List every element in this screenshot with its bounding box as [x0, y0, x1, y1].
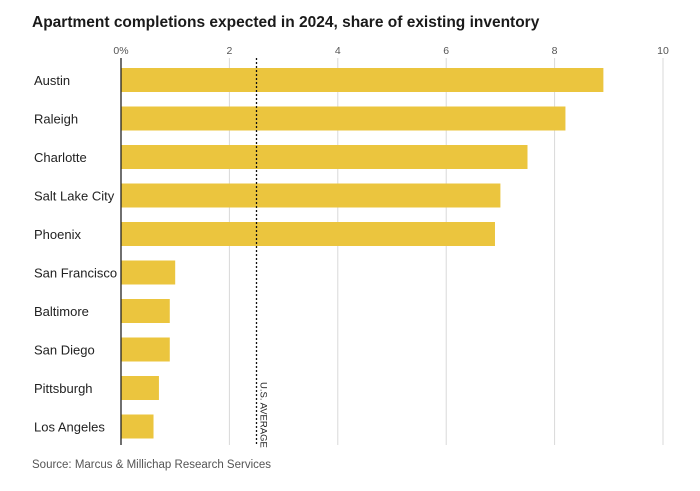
x-tick-label: 10 — [657, 45, 669, 57]
category-label: Salt Lake City — [34, 189, 115, 204]
gridlines — [228, 58, 664, 445]
bar — [121, 414, 154, 439]
category-label: Austin — [34, 73, 70, 88]
bar — [121, 106, 566, 131]
bar — [121, 222, 495, 246]
bar — [121, 183, 501, 208]
category-label: Los Angeles — [34, 420, 105, 435]
bar — [121, 145, 528, 169]
x-tick-label: 8 — [552, 45, 558, 57]
x-tick-label: 4 — [335, 45, 341, 57]
reference-line-group: U.S. AVERAGE — [255, 58, 269, 448]
bars — [121, 68, 604, 439]
bar — [121, 376, 159, 400]
category-label: San Francisco — [34, 266, 117, 281]
category-label: Baltimore — [34, 304, 89, 319]
reference-line-label: U.S. AVERAGE — [258, 382, 269, 448]
category-label: Pittsburgh — [34, 381, 93, 396]
x-tick-label: 0% — [113, 45, 128, 57]
category-label: Charlotte — [34, 150, 87, 165]
x-axis-ticks: 0% 2 4 6 8 10 — [113, 45, 669, 57]
category-label: Phoenix — [34, 227, 81, 242]
x-tick-label: 2 — [226, 45, 232, 57]
source-note: Source: Marcus & Millichap Research Serv… — [32, 459, 272, 471]
category-label: San Diego — [34, 343, 95, 358]
category-labels: Austin Raleigh Charlotte Salt Lake City Phoe… — [34, 73, 117, 435]
bar — [121, 260, 176, 285]
x-tick-label: 6 — [443, 45, 449, 57]
chart-title: Apartment completions expected in 2024, … — [32, 14, 540, 31]
bar — [121, 299, 170, 323]
bar — [121, 68, 604, 92]
bar — [121, 337, 170, 362]
category-label: Raleigh — [34, 112, 78, 127]
